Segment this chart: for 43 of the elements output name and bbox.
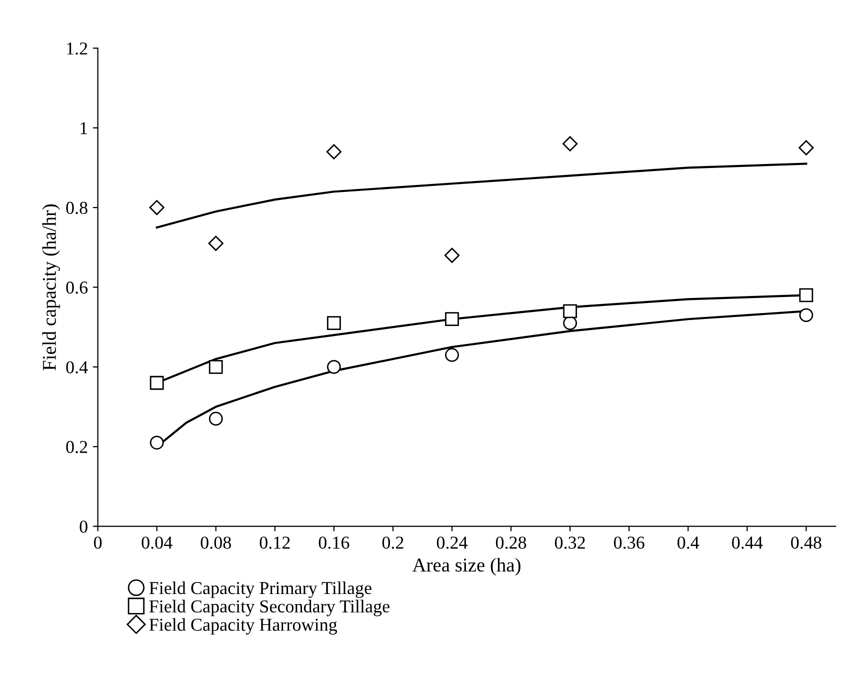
x-tick-label: 0.36 [614, 536, 644, 549]
point [208, 360, 223, 374]
point [444, 248, 460, 263]
x-tick-label: 0.04 [142, 536, 172, 549]
point [445, 348, 459, 362]
x-tick-label: 0 [94, 536, 102, 549]
x-tick-label: 0.12 [260, 536, 290, 549]
y-tick-label: 1 [80, 122, 88, 134]
y-tick-label: 0.6 [66, 281, 88, 294]
x-tick-label: 0.4 [678, 536, 700, 549]
x-tick-label: 0.24 [436, 536, 468, 549]
point [150, 376, 164, 390]
line-series [156, 162, 808, 229]
y-tick-label: 0 [80, 520, 88, 533]
x-tick-label: 0.28 [496, 536, 526, 549]
x-tick-label: 0.44 [732, 536, 763, 549]
x-tick-label: 0.08 [200, 536, 231, 549]
legend-label: Field Capacity Harrowing [149, 618, 338, 635]
x-tick-label: 0.32 [554, 536, 585, 549]
point [208, 236, 224, 251]
x-tick-label: 0.16 [318, 536, 350, 549]
point [799, 288, 814, 302]
y-axis-title: Field capacity (ha/hr) [42, 204, 60, 370]
point [208, 412, 223, 426]
point [326, 144, 342, 160]
point [445, 312, 459, 326]
point [326, 316, 341, 330]
y-tick-label: 1.2 [67, 42, 88, 55]
x-axis-title: Area size (ha) [412, 558, 520, 576]
y-tick-label: 0.8 [66, 202, 88, 214]
y-tick-label: 0.2 [66, 440, 88, 454]
point [563, 304, 577, 318]
point [799, 308, 814, 322]
y-tick-label: 0.4 [66, 361, 88, 374]
x-tick-label: 0.2 [382, 536, 404, 549]
point [562, 136, 578, 152]
legend-label: Field Capacity Primary Tillage [149, 581, 372, 598]
point [326, 360, 341, 374]
point [798, 140, 814, 156]
x-tick-label: 0.48 [791, 536, 822, 549]
legend-label: Field Capacity Secondary Tillage [149, 600, 390, 616]
point [150, 436, 164, 450]
point [149, 200, 164, 216]
